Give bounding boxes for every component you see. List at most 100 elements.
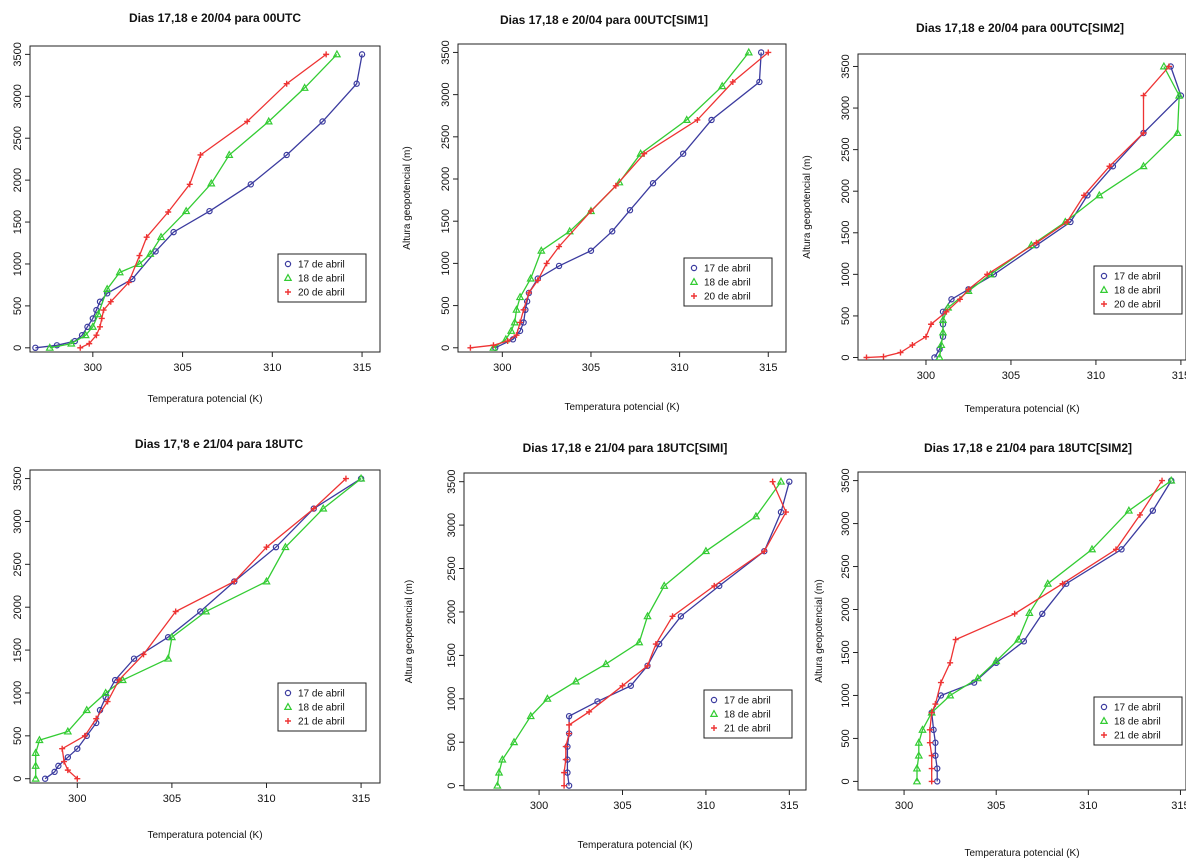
data-point xyxy=(172,608,179,615)
y-tick-label: 1500 xyxy=(840,640,852,664)
data-point xyxy=(319,118,326,125)
data-point xyxy=(41,775,49,782)
data-point xyxy=(943,308,950,315)
data-point xyxy=(526,273,535,282)
data-point xyxy=(88,322,98,330)
data-point xyxy=(197,151,204,158)
legend-marker xyxy=(1101,732,1107,738)
data-point xyxy=(498,754,507,763)
plot-area xyxy=(467,47,772,351)
legend-label: 17 de abril xyxy=(704,264,751,275)
y-tick-label: 3500 xyxy=(12,466,24,490)
legend-box xyxy=(277,253,367,303)
data-point xyxy=(679,150,687,157)
y-tick-label: 0 xyxy=(840,778,852,784)
x-tick-label: 315 xyxy=(759,362,777,374)
data-point xyxy=(937,692,945,699)
plot-frame xyxy=(857,53,1186,361)
data-point xyxy=(682,115,691,123)
series-line-2 xyxy=(493,51,750,349)
y-tick-label: 3000 xyxy=(12,84,24,108)
data-point xyxy=(140,651,147,658)
legend-label: 21 de abril xyxy=(298,717,345,728)
chart-panel-3: Dias 17,18 e 20/04 para 00UTC[SIM2] 300 30… xyxy=(802,21,1186,415)
chart-panel-6: Dias 17,18 e 21/04 para 18UTC[SIM2] 300 30… xyxy=(814,441,1186,859)
data-point xyxy=(677,613,685,620)
legend-marker xyxy=(1100,272,1108,280)
data-point xyxy=(537,246,546,254)
data-point xyxy=(649,180,657,187)
data-point xyxy=(756,78,763,86)
data-point xyxy=(93,715,100,722)
legend-label: 17 de abril xyxy=(298,689,345,700)
legend-marker xyxy=(1101,301,1107,307)
data-point xyxy=(948,296,955,303)
data-point xyxy=(615,177,624,186)
legend-label: 20 de abril xyxy=(704,292,751,303)
data-point xyxy=(601,659,611,668)
data-point xyxy=(1140,129,1147,136)
y-tick-label: 3500 xyxy=(840,468,852,492)
data-point xyxy=(67,338,76,347)
x-tick-label: 300 xyxy=(68,793,86,805)
data-point xyxy=(281,542,290,551)
data-point xyxy=(938,327,948,336)
x-tick-label: 300 xyxy=(917,370,935,382)
series-line-2 xyxy=(496,481,782,786)
data-point xyxy=(1095,190,1104,199)
series-line-1 xyxy=(566,481,790,786)
chart-title: Dias 17,18 e 20/04 para 00UTC[SIM2] xyxy=(916,21,1124,35)
data-point xyxy=(506,326,516,334)
data-point xyxy=(534,277,541,284)
data-point xyxy=(64,767,71,774)
data-point xyxy=(897,349,904,356)
data-point xyxy=(31,774,40,782)
y-tick-label: 500 xyxy=(440,296,452,314)
legend: 17 de abril 18 de abril 21 de abril xyxy=(1093,696,1183,746)
data-point xyxy=(612,182,619,189)
legend: 17 de abril 18 de abril 20 de abril xyxy=(683,257,773,307)
legend-label: 17 de abril xyxy=(1114,272,1161,283)
data-point xyxy=(652,641,659,648)
y-tick-label: 1500 xyxy=(12,638,24,662)
data-point xyxy=(207,178,216,187)
x-tick-label: 305 xyxy=(1002,370,1020,382)
data-point xyxy=(627,682,635,689)
legend-label: 17 de abril xyxy=(1114,703,1161,714)
data-point xyxy=(769,478,776,485)
data-point xyxy=(231,578,238,585)
data-point xyxy=(556,243,563,250)
data-point xyxy=(332,49,342,58)
data-point xyxy=(32,344,39,352)
data-point xyxy=(520,306,527,313)
y-tick-label: 1000 xyxy=(840,262,852,286)
data-point xyxy=(928,709,935,716)
y-tick-label: 500 xyxy=(840,729,852,747)
data-point xyxy=(626,207,634,214)
data-point xyxy=(152,248,159,255)
series-line-1 xyxy=(44,478,362,780)
data-point xyxy=(956,296,963,303)
x-axis-label: Temperatura potencial (K) xyxy=(147,394,262,405)
x-tick-label: 310 xyxy=(670,362,688,374)
x-tick-label: 315 xyxy=(352,793,370,805)
data-point xyxy=(1136,511,1143,518)
data-point xyxy=(490,342,497,349)
data-point xyxy=(55,762,62,770)
legend-label: 20 de abril xyxy=(1114,300,1161,311)
data-point xyxy=(947,659,954,666)
data-point xyxy=(494,767,504,776)
x-tick-label: 310 xyxy=(263,362,281,374)
x-axis-label: Temperatura potencial (K) xyxy=(147,830,262,841)
data-point xyxy=(300,83,309,91)
data-point xyxy=(186,181,193,188)
plot-frame xyxy=(857,471,1186,791)
data-point xyxy=(926,739,933,746)
legend-marker xyxy=(690,264,698,272)
data-point xyxy=(543,260,550,267)
data-point xyxy=(61,758,68,765)
data-point xyxy=(1014,634,1023,643)
legend-label: 18 de abril xyxy=(1114,717,1161,728)
data-point xyxy=(77,344,84,351)
data-point xyxy=(863,354,870,360)
